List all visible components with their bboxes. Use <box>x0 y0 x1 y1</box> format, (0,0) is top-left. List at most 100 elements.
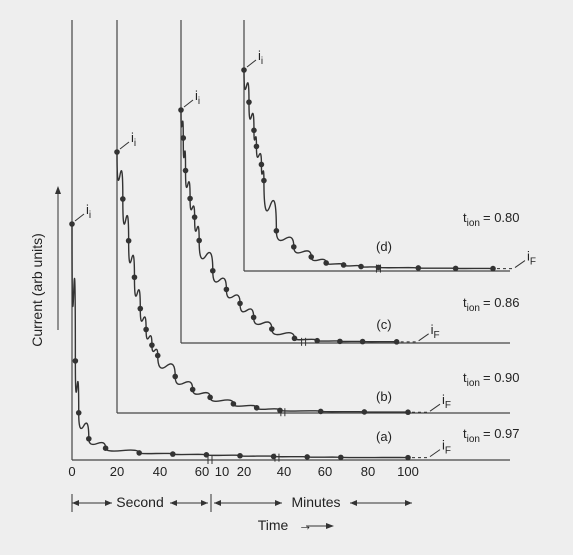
data-point <box>189 386 196 393</box>
final-current-symbol: i <box>431 322 434 337</box>
initial-current-symbol: i <box>131 130 134 145</box>
data-point <box>261 177 267 184</box>
data-point <box>120 196 126 202</box>
x-tick-label: 60 <box>318 464 332 479</box>
data-point <box>405 454 411 461</box>
initial-current-label: ii <box>131 130 136 149</box>
data-point <box>358 263 364 270</box>
data-point <box>102 445 109 452</box>
data-point <box>277 407 283 414</box>
data-point <box>393 339 400 345</box>
t-ion-value: = 0.97 <box>483 426 520 441</box>
initial-current-subscript: i <box>198 96 200 107</box>
data-point <box>359 338 366 345</box>
data-point <box>314 337 321 344</box>
data-point <box>170 451 176 457</box>
initial-current-symbol: i <box>86 202 89 217</box>
t-ion-value: = 0.80 <box>483 210 520 225</box>
initial-pointer <box>74 213 85 222</box>
data-point <box>323 260 329 266</box>
initial-current-subscript: i <box>89 210 91 221</box>
data-point <box>415 265 422 271</box>
data-point <box>258 161 265 168</box>
t-ion-symbol: t <box>463 426 467 441</box>
final-current-label: iF <box>442 438 451 457</box>
data-point <box>125 237 132 244</box>
final-current-subscript: F <box>445 446 451 457</box>
data-point <box>196 237 202 244</box>
final-current-subscript: F <box>445 400 451 411</box>
data-point <box>131 274 138 281</box>
data-point <box>338 454 344 461</box>
t-ion-label: tion = 0.90 <box>463 370 520 389</box>
data-point <box>154 352 161 359</box>
final-pointer <box>429 449 441 458</box>
initial-pointer <box>246 59 257 68</box>
seconds-bracket-left-head <box>105 500 112 506</box>
data-point <box>207 394 213 401</box>
data-point <box>452 265 459 272</box>
data-point <box>223 286 230 293</box>
data-point <box>187 195 193 202</box>
t-ion-subscript: ion <box>467 218 480 229</box>
initial-current-symbol: i <box>195 88 198 103</box>
x-tick-label: 40 <box>277 464 291 479</box>
seconds-bracket-right-head <box>201 500 208 506</box>
x-axis-label: Time → <box>258 517 312 533</box>
x-segment-seconds-label: Second <box>116 494 163 510</box>
minutes-bracket-right-head <box>350 500 357 506</box>
initial-current-subscript: i <box>134 138 136 149</box>
t-ion-label: tion = 0.80 <box>463 210 520 229</box>
minutes-bracket-left-head <box>214 500 221 506</box>
t-ion-subscript: ion <box>467 434 480 445</box>
data-point <box>253 404 260 411</box>
data-point <box>180 135 187 141</box>
x-tick-label: 100 <box>397 464 419 479</box>
data-point <box>317 408 324 415</box>
data-point <box>75 410 82 416</box>
t-ion-subscript: ion <box>467 303 480 314</box>
data-point <box>241 67 247 73</box>
series-line <box>243 69 494 270</box>
data-point <box>172 373 178 380</box>
x-tick-label: 20 <box>110 464 124 479</box>
data-point <box>230 401 237 407</box>
data-point <box>86 435 92 442</box>
data-point <box>237 452 243 459</box>
data-point <box>490 265 496 272</box>
initial-current-subscript: i <box>261 56 263 67</box>
final-current-label: iF <box>431 322 440 341</box>
y-axis-arrow-head <box>55 186 61 194</box>
t-ion-value: = 0.86 <box>483 295 520 310</box>
x-tick-label: 60 <box>195 464 209 479</box>
final-current-symbol: i <box>527 249 530 264</box>
t-ion-symbol: t <box>463 295 467 310</box>
t-ion-label: tion = 0.86 <box>463 295 520 314</box>
x-axis-title: Time <box>258 517 289 533</box>
data-point <box>250 314 257 321</box>
final-pointer <box>429 403 441 412</box>
series-line <box>180 109 398 343</box>
seconds-bracket-left-head <box>72 500 79 506</box>
t-ion-symbol: t <box>463 370 467 385</box>
x-tick-label: 10 <box>215 464 229 479</box>
t-ion-subscript: ion <box>467 378 480 389</box>
data-point <box>273 228 280 234</box>
data-point <box>137 305 144 312</box>
data-point <box>237 300 243 307</box>
data-point <box>304 454 311 460</box>
data-point <box>149 342 155 348</box>
seconds-bracket-right-head <box>170 500 177 506</box>
series-name: (b) <box>376 389 392 404</box>
minutes-bracket-left-head <box>275 500 282 506</box>
chart-axes <box>55 20 510 529</box>
initial-pointer <box>183 99 194 108</box>
initial-current-label: ii <box>258 48 263 67</box>
t-ion-label: tion = 0.97 <box>463 426 520 445</box>
data-point <box>114 149 120 155</box>
series-line <box>116 151 409 413</box>
data-point <box>246 99 252 105</box>
data-point <box>361 409 368 415</box>
